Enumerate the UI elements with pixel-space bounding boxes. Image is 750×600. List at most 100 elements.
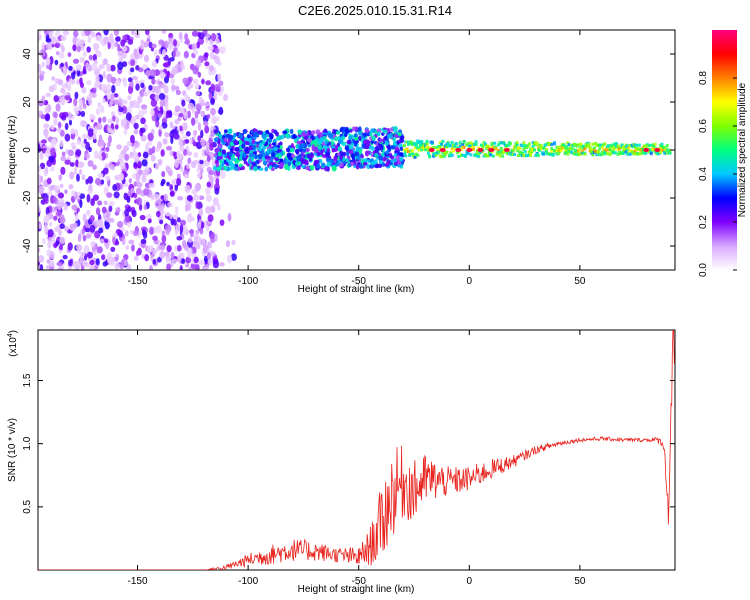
spectrogram-cell — [94, 177, 102, 186]
spectrogram-cell — [159, 105, 164, 114]
spectrogram-cell — [56, 38, 60, 44]
spectrogram-cell — [308, 153, 314, 159]
spectrogram-cell — [95, 75, 100, 82]
spectrogram-cell — [93, 250, 97, 256]
spectrogram-cell — [187, 102, 195, 111]
spectrogram-cell — [153, 49, 158, 56]
spectrogram-cell — [296, 140, 302, 145]
spectrogram-cell — [38, 247, 41, 253]
spectrogram-cell — [350, 161, 354, 167]
spectrogram-cell — [402, 144, 406, 148]
spectrogram-cell — [220, 85, 225, 94]
y-tick-label: 20 — [22, 96, 33, 108]
spectrogram-cell — [154, 163, 160, 170]
spectrogram-cell — [165, 211, 171, 217]
spectrogram-cell — [252, 165, 258, 172]
spectrogram-cell — [267, 142, 272, 148]
spectrogram-cell — [645, 144, 649, 148]
spectrogram-cell — [166, 145, 173, 151]
spectrogram-cell — [372, 150, 378, 154]
spectrogram-cell — [344, 158, 349, 163]
y-tick-label: 0.5 — [22, 499, 33, 513]
spectrogram-cell — [135, 83, 140, 91]
spectrogram-cell — [96, 246, 103, 254]
spectrogram-cell — [420, 140, 424, 144]
spectrogram-cell — [129, 229, 134, 235]
spectrogram-cell — [142, 42, 149, 48]
spectrogram-cell — [200, 129, 204, 139]
spectrogram-cell — [567, 143, 571, 147]
spectrogram-cell — [105, 217, 112, 223]
spectrogram-cell — [60, 155, 67, 162]
spectrogram-cell — [70, 132, 76, 140]
spectrogram-cell — [38, 164, 42, 173]
spectrogram-cell — [195, 59, 202, 68]
spectrogram-cell — [410, 149, 414, 153]
spectrogram-cell — [193, 152, 199, 158]
spectrogram-cell — [239, 155, 243, 162]
spectrogram-cell — [107, 118, 113, 124]
spectrogram-cell — [77, 161, 85, 168]
spectrogram-cell — [463, 154, 467, 158]
spectrogram-cell — [71, 78, 76, 85]
spectrogram-cell — [113, 232, 118, 239]
spectrogram-cell — [53, 185, 60, 193]
spectrogram-cell — [60, 166, 66, 175]
spectrogram-cell — [241, 165, 246, 171]
spectrogram-cell — [127, 95, 132, 101]
spectrogram-cell — [95, 34, 102, 42]
spectrogram-cell — [612, 145, 616, 149]
spectrogram-cell — [477, 146, 481, 150]
y-tick-label: 1.5 — [22, 373, 33, 387]
spectrogram-cell — [86, 95, 91, 101]
spectrogram-cell — [165, 228, 170, 236]
spectrogram-cell — [47, 229, 54, 238]
colorbar-tick-label: 0.0 — [698, 263, 709, 277]
spectrogram-cell — [592, 148, 596, 152]
spectrogram-cell — [151, 78, 156, 85]
spectrogram-cell — [140, 238, 147, 244]
spectrogram-cell — [219, 219, 225, 226]
spectrogram-cell — [513, 152, 517, 156]
spectrogram-cell — [165, 111, 171, 119]
spectrogram-cell — [251, 161, 257, 166]
spectrogram-cell — [189, 137, 193, 145]
spectrogram-cell — [258, 142, 263, 148]
spectrogram-cell — [49, 221, 53, 227]
spectrogram-cell — [113, 191, 120, 199]
spectrogram-cell — [175, 89, 182, 96]
spectrogram-cell — [494, 147, 498, 151]
spectrogram-cell — [198, 195, 205, 201]
spectrogram-cell — [117, 44, 121, 53]
spectrogram-cell — [440, 155, 444, 159]
spectrogram-cell — [133, 181, 138, 187]
spectrogram-cell — [82, 103, 87, 109]
spectrogram-cell — [266, 158, 270, 163]
spectrogram-cell — [453, 144, 457, 148]
spectrogram-cell — [150, 99, 158, 107]
spectrogram-cell — [458, 140, 462, 144]
spectrogram-cell — [595, 153, 599, 157]
spectrogram-cell — [208, 170, 215, 176]
spectrogram-cell — [99, 238, 105, 244]
spectrogram-cell — [183, 50, 189, 59]
spectrogram-cell — [228, 160, 233, 166]
spectrogram-cell — [124, 208, 130, 217]
spectrogram-cell — [483, 142, 487, 146]
spectrogram-cell — [97, 117, 102, 124]
spectrogram-cell — [479, 143, 483, 147]
spectrogram-cell — [548, 153, 552, 157]
spectrogram-cell — [462, 145, 466, 149]
spectrogram-cell — [511, 148, 515, 152]
spectrogram-cell — [302, 148, 307, 153]
spectrogram-cell — [494, 145, 498, 149]
spectrogram-cell — [234, 146, 240, 152]
spectrogram-cell — [182, 77, 189, 85]
spectrogram-cell — [316, 151, 321, 156]
spectrogram-cell — [566, 152, 570, 156]
spectrogram-cell — [205, 145, 210, 154]
spectrogram-cell — [226, 240, 230, 248]
spectrogram-cell — [349, 129, 353, 133]
spectrogram-cell — [522, 147, 526, 151]
spectrogram-cell — [440, 142, 444, 146]
